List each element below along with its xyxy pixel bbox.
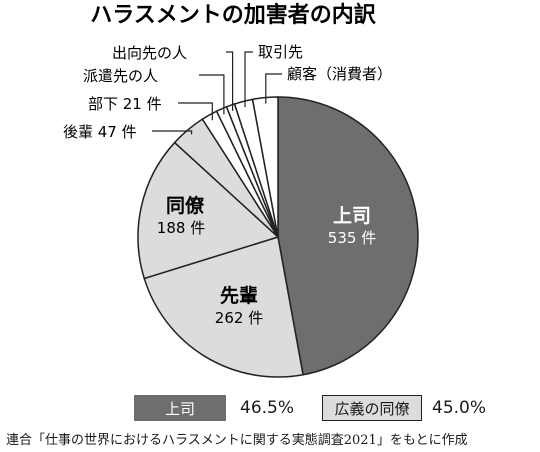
legend-colleague-broad-percent: 45.0% bbox=[432, 398, 487, 418]
leader-line-subordinate bbox=[178, 102, 213, 121]
slice-label-dispatch: 派遣先の人 bbox=[83, 67, 158, 85]
chart-title: ハラスメントの加害者の内訳 bbox=[90, 2, 377, 28]
legend-boss: 上司 bbox=[134, 395, 226, 421]
leader-line-client bbox=[244, 51, 253, 108]
leader-line-secondment bbox=[226, 51, 234, 111]
source-note: 連合「仕事の世界におけるハラスメントに関する実態調査2021」をもとに作成 bbox=[6, 433, 468, 448]
leader-line-junior bbox=[152, 130, 193, 135]
leader-line-dispatch bbox=[199, 74, 225, 115]
pie-slice-senior bbox=[143, 236, 304, 378]
slice-value-colleague: 188 件 bbox=[157, 219, 205, 237]
slice-label-customer: 顧客（消費者） bbox=[287, 65, 392, 83]
slice-value-senior: 262 件 bbox=[215, 309, 263, 327]
legend-boss-percent: 46.5% bbox=[240, 398, 295, 418]
leader-line-customer bbox=[265, 73, 282, 104]
pie-slice-boss bbox=[277, 96, 419, 376]
legend-colleague-broad: 広義の同僚 bbox=[322, 395, 422, 421]
slice-label-senior: 先輩 bbox=[220, 284, 258, 307]
slice-label-junior: 後輩 47 件 bbox=[63, 123, 137, 141]
pie-chart: ハラスメントの加害者の内訳 上司 535 件 先輩 262 件 同僚 188 件… bbox=[63, 2, 419, 378]
slice-label-secondment: 出向先の人 bbox=[112, 44, 187, 62]
slice-label-client: 取引先 bbox=[258, 43, 303, 61]
pie-slice-colleague bbox=[137, 141, 280, 280]
slice-label-boss: 上司 bbox=[333, 205, 371, 227]
slice-label-colleague: 同僚 bbox=[166, 194, 205, 217]
slice-value-boss: 535 件 bbox=[328, 229, 376, 247]
slice-label-subordinate: 部下 21 件 bbox=[88, 95, 162, 113]
